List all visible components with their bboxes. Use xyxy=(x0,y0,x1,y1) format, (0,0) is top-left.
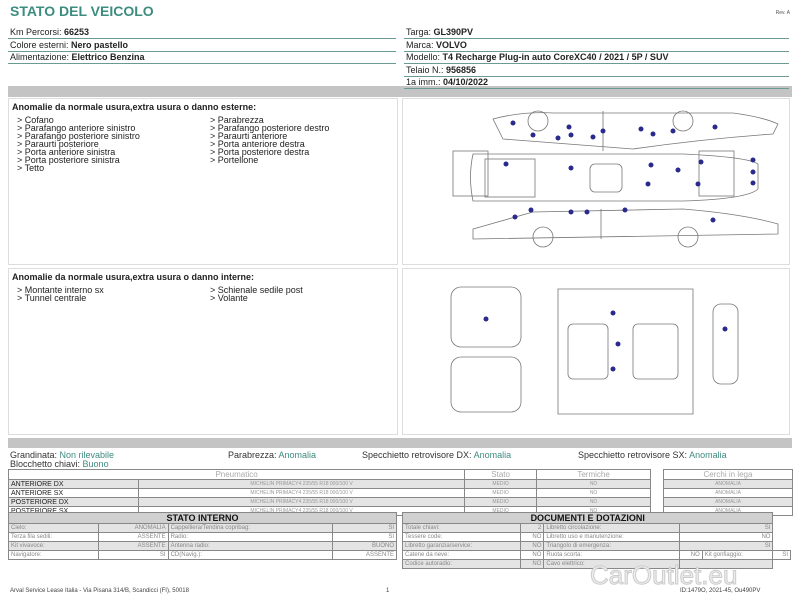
exterior-damage-item: > Parabrezza xyxy=(210,115,264,125)
exterior-title: Anomalie da normale usura,extra usura o … xyxy=(12,102,257,112)
equipment-row: Totale chiavi: 2 Libretto circolazione: SI xyxy=(401,523,791,533)
equipment-row: Catene da neve: NO Ruota scorta: NO Kit gonf… xyxy=(401,550,791,560)
vehicle-field: Telaio N.: 956856 xyxy=(404,65,789,77)
damage-marker xyxy=(645,181,651,187)
equipment-row: Cielo: ANOMALIA Cappelliera/Tendina coprib… xyxy=(8,523,398,533)
damage-marker xyxy=(590,134,596,140)
tire-row: ANTERIORE SX MICHELIN PRIMACY4 235/55 R18… xyxy=(8,488,651,498)
damage-marker xyxy=(568,132,574,138)
vehicle-field: Marca: VOLVO xyxy=(404,40,789,52)
interior-damage-item: > Volante xyxy=(210,293,248,303)
vehicle-field: Km Percorsi: 66253 xyxy=(8,27,396,39)
exterior-damage-item: > Paraurti anteriore xyxy=(210,131,288,141)
equipment-row: Kit vivavoce: ASSENTE Antenna radio: BUONO xyxy=(8,541,398,551)
exterior-damage-item: > Portellone xyxy=(210,155,259,165)
equipment-row: Terza fila sedili: ASSENTE Radio: SI xyxy=(8,532,398,542)
vehicle-field: 1a imm.: 04/10/2022 xyxy=(404,77,789,89)
exterior-damage-item: > Cofano xyxy=(17,115,54,125)
damage-marker xyxy=(528,207,534,213)
damage-marker xyxy=(503,161,509,167)
damage-marker xyxy=(712,124,718,130)
interior-title: Anomalie da normale usura,extra usura o … xyxy=(12,272,255,282)
blocchetto-chiavi: Blocchetto chiavi: Buono xyxy=(10,459,109,469)
damage-marker xyxy=(750,169,756,175)
exterior-damage-item: > Parafango anteriore sinistro xyxy=(17,123,136,133)
damage-marker xyxy=(512,214,518,220)
separator-band xyxy=(8,438,792,448)
documenti-table: DOCUMENTI E DOTAZIONI Totale chiavi: 2 Libr… xyxy=(401,512,791,569)
watermark-logo: CarOutlet.eu xyxy=(589,560,738,591)
exterior-car-diagram xyxy=(402,98,790,265)
cerchi-table: Cerchi in lega ANOMALIA ANOMALIA ANOMALIA AN… xyxy=(663,469,793,516)
tire-row: POSTERIORE DX MICHELIN PRIMACY4 235/55 R1… xyxy=(8,497,651,507)
tire-row: ANTERIORE DX MICHELIN PRIMACY4 235/55 R18… xyxy=(8,479,651,489)
equipment-row: Codice autoradio: NO Cavo elettrico: xyxy=(401,559,791,569)
damage-marker xyxy=(510,120,516,126)
vehicle-field: Targa: GL390PV xyxy=(404,27,789,39)
footer-address: Arval Service Lease Italia - Via Pisana … xyxy=(10,588,189,594)
damage-marker xyxy=(650,131,656,137)
exterior-damage-item: > Porta anteriore sinistra xyxy=(17,147,116,157)
interior-damage-item: > Schienale sedile post xyxy=(210,285,303,295)
cerchi-row: ANOMALIA xyxy=(663,479,793,489)
specchietto-sx: Specchietto retrovisore SX: Anomalia xyxy=(578,450,727,460)
equipment-row: Navigatore: SI CD(Navig.): ASSENTE xyxy=(8,550,398,560)
tires-table: Pneumatico Stato Termiche ANTERIORE DX MICH… xyxy=(7,469,651,516)
damage-marker xyxy=(638,126,644,132)
equipment-row: Libretto garanzia/service: NO Triangolo di… xyxy=(401,541,791,551)
footer-code: ID:1479O, 2021-45, Ou490PV xyxy=(680,588,761,594)
interior-damage-item: > Tunnel centrale xyxy=(17,293,87,303)
damage-marker xyxy=(710,217,716,223)
interior-damage-item: > Montante interno sx xyxy=(17,285,104,295)
revision: Rev. A xyxy=(775,10,790,16)
separator-band xyxy=(8,86,792,97)
damage-marker xyxy=(584,209,590,215)
page-number: 1 xyxy=(386,588,390,594)
damage-marker xyxy=(555,135,561,141)
exterior-damage-item: > Parafango posteriore sinistro xyxy=(17,131,140,141)
interior-car-diagram xyxy=(402,268,790,435)
damage-marker xyxy=(750,180,756,186)
parabrezza: Parabrezza: Anomalia xyxy=(228,450,317,460)
page-title: STATO DEL VEICOLO xyxy=(10,3,154,19)
vehicle-field: Colore esterni: Nero pastello xyxy=(8,40,396,52)
exterior-damage-panel: Anomalie da normale usura,extra usura o … xyxy=(8,98,398,265)
exterior-damage-item: > Porta posteriore destra xyxy=(210,147,310,157)
exterior-damage-item: > Parafango posteriore destro xyxy=(210,123,330,133)
cerchi-row: ANOMALIA xyxy=(663,497,793,507)
vehicle-field: Modello: T4 Recharge Plug-in auto CoreXC… xyxy=(404,52,789,64)
damage-marker xyxy=(648,162,654,168)
damage-marker xyxy=(675,167,681,173)
stato-interno-table: STATO INTERNO Cielo: ANOMALIA Cappelliera/T… xyxy=(8,512,398,560)
exterior-damage-item: > Tetto xyxy=(17,163,45,173)
damage-marker xyxy=(568,209,574,215)
damage-marker xyxy=(698,159,704,165)
specchietto-dx: Specchietto retrovisore DX: Anomalia xyxy=(362,450,512,460)
grandinata: Grandinata: Non rilevabile xyxy=(10,450,115,460)
damage-marker xyxy=(750,157,756,163)
damage-marker xyxy=(670,128,676,134)
cerchi-row: ANOMALIA xyxy=(663,488,793,498)
damage-marker xyxy=(695,181,701,187)
damage-marker xyxy=(568,165,574,171)
damage-marker xyxy=(600,128,606,134)
exterior-damage-item: > Paraurti posteriore xyxy=(17,139,99,149)
equipment-row: Tessere code: NO Libretto uso e manutenzio… xyxy=(401,532,791,542)
exterior-damage-item: > Porta posteriore sinistra xyxy=(17,155,120,165)
damage-marker xyxy=(530,132,536,138)
vehicle-field: Alimentazione: Elettrico Benzina xyxy=(8,52,396,64)
damage-marker xyxy=(622,207,628,213)
damage-marker xyxy=(566,124,572,130)
interior-damage-panel: Anomalie da normale usura,extra usura o … xyxy=(8,268,398,435)
exterior-damage-item: > Porta anteriore destra xyxy=(210,139,305,149)
